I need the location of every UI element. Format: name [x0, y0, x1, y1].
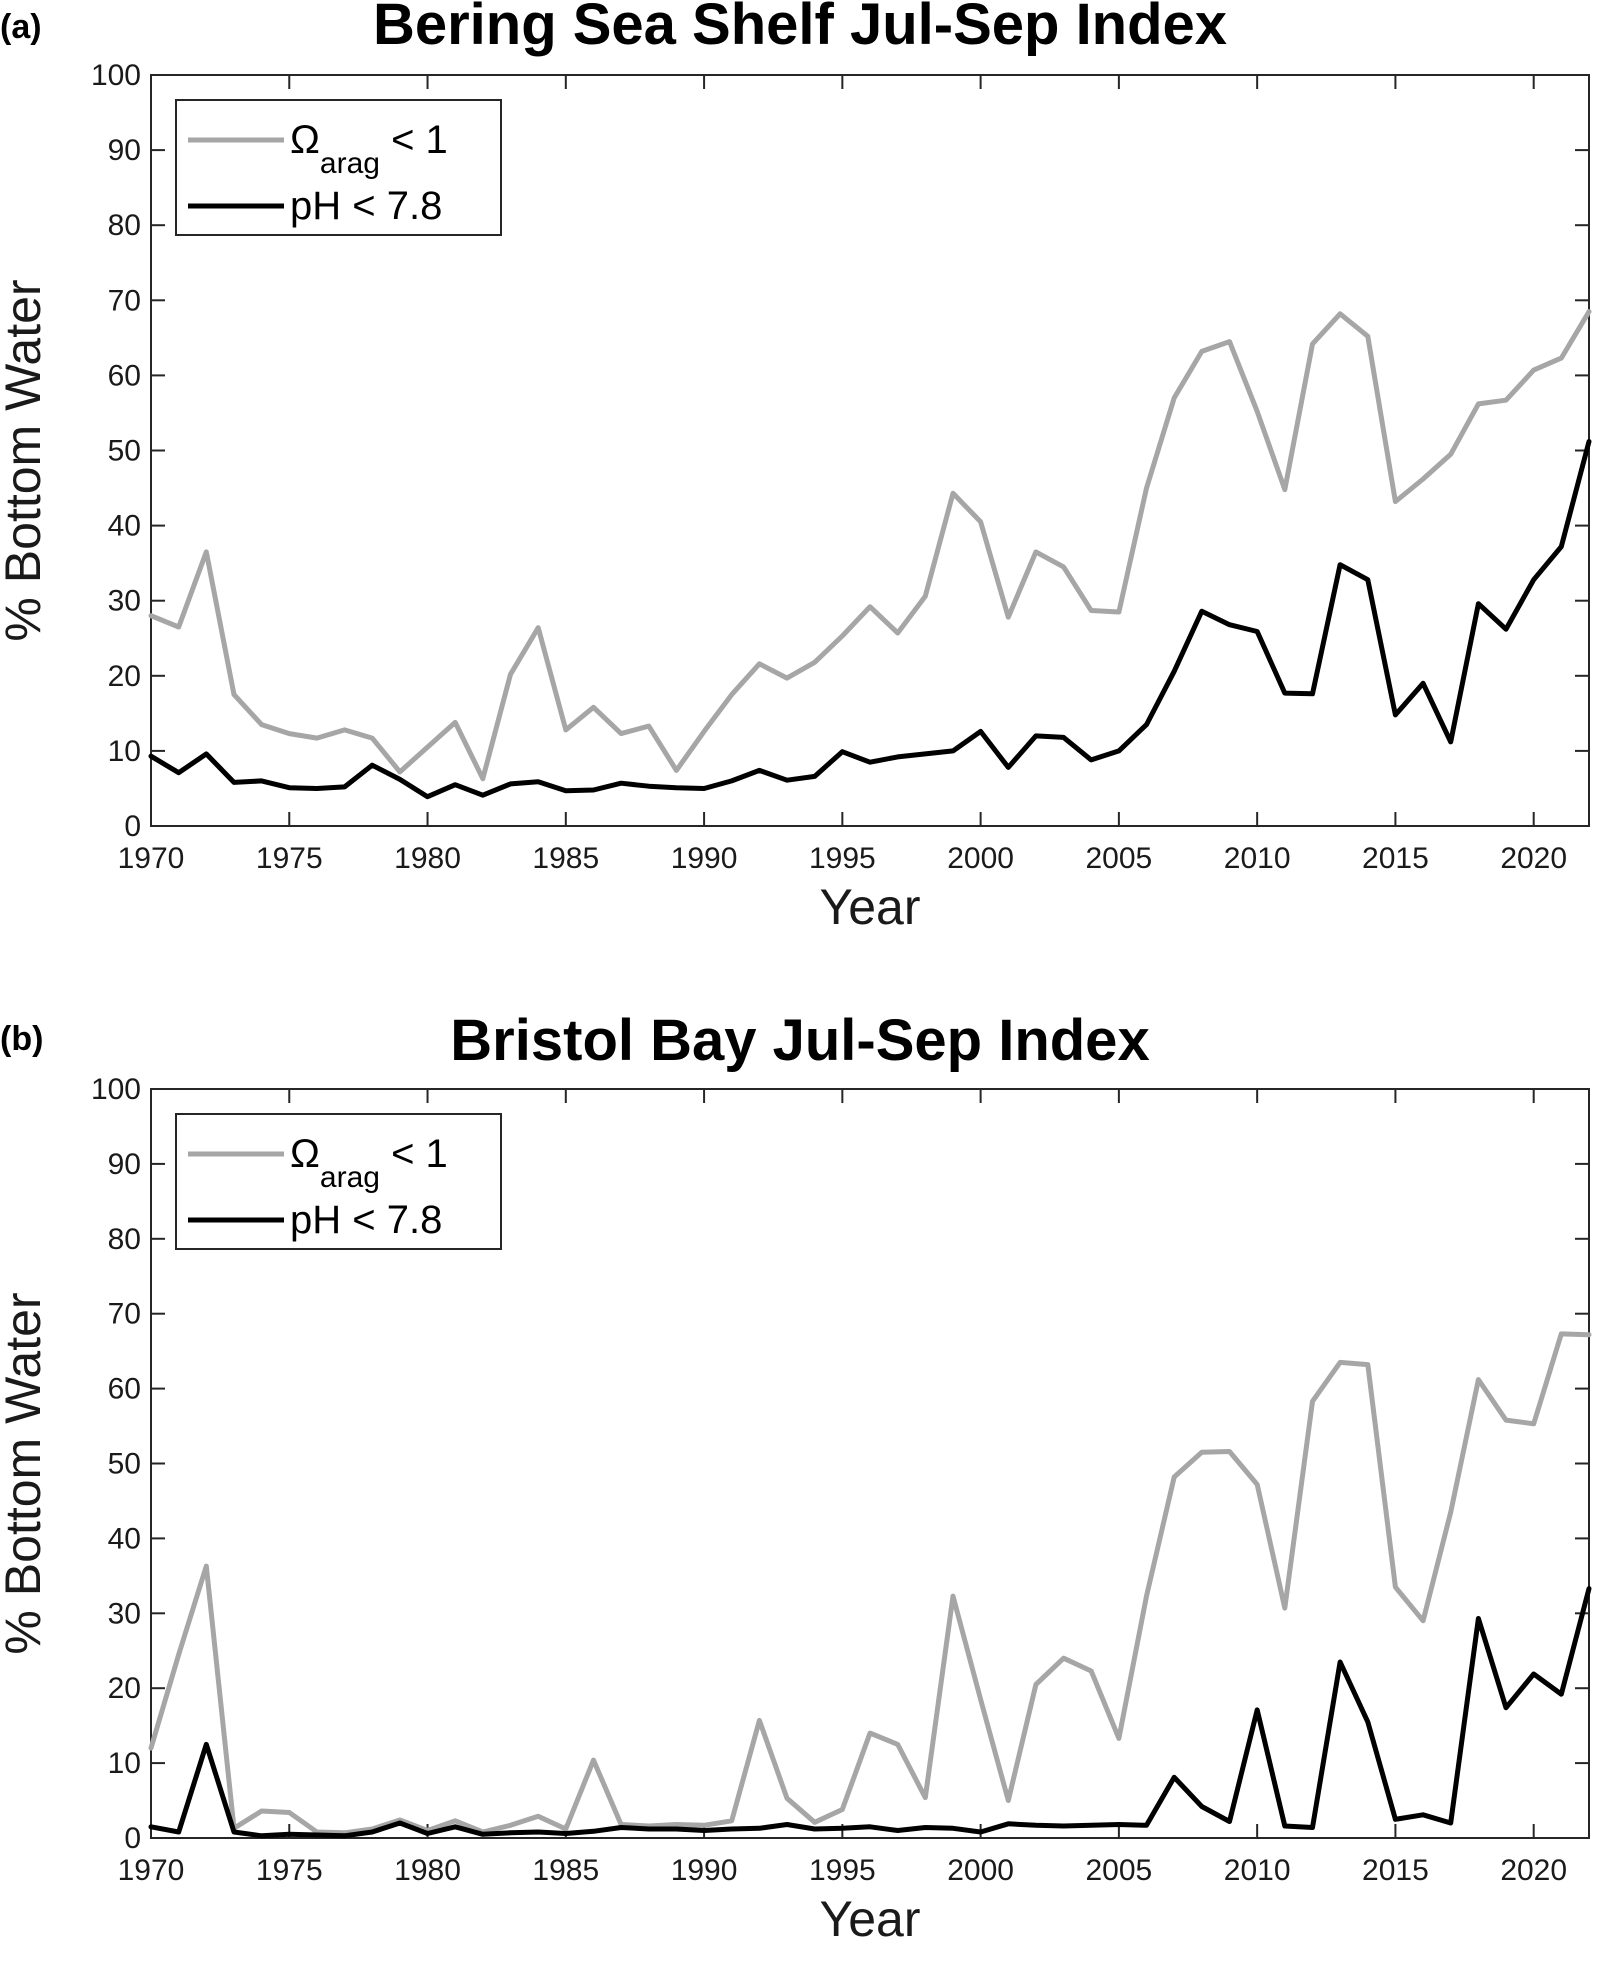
- chart-panel-a: (a) Bering Sea Shelf Jul-Sep Index 0 10 20 30…: [0, 0, 1592, 935]
- x-tick-label: 1995: [809, 842, 876, 875]
- legend-subscript: arag: [320, 147, 380, 180]
- y-tick-label: 30: [108, 1597, 141, 1630]
- x-tick-label: 1985: [532, 842, 599, 875]
- y-tick-label: 0: [124, 810, 141, 843]
- legend-box: [175, 1113, 502, 1250]
- x-tick-label: 2005: [1086, 1854, 1153, 1887]
- x-tick-label: 2015: [1362, 1854, 1429, 1887]
- panel-label: (b): [0, 1020, 43, 1058]
- y-tick-label: 100: [91, 59, 141, 92]
- y-tick-label: 80: [108, 209, 141, 242]
- x-tick-label: 1975: [256, 842, 323, 875]
- x-tick-label: 1980: [394, 842, 461, 875]
- series-line-omega-arag: [148, 309, 1592, 782]
- x-tick-label: 1970: [118, 1854, 185, 1887]
- legend-entry-label: pH < 7.8: [290, 1198, 442, 1242]
- x-tick-label: 1990: [671, 1854, 738, 1887]
- legend: Ωarag < 1pH < 7.8: [175, 99, 502, 236]
- x-tick-label: 1995: [809, 1854, 876, 1887]
- x-tick-label: 2000: [947, 1854, 1014, 1887]
- x-tick-label: 2005: [1086, 842, 1153, 875]
- legend-entry-label: pH < 7.8: [290, 184, 442, 228]
- x-tick-label: 1975: [256, 1854, 323, 1887]
- legend-entry-label: Ωarag < 1: [290, 118, 448, 180]
- y-tick-label: 60: [108, 1373, 141, 1406]
- chart-title: Bristol Bay Jul-Sep Index: [450, 1008, 1149, 1073]
- x-tick-label: 1985: [532, 1854, 599, 1887]
- series-line-omega-arag: [148, 1331, 1592, 1836]
- y-tick-label: 10: [108, 1747, 141, 1780]
- y-tick-label: 50: [108, 435, 141, 468]
- legend: Ωarag < 1pH < 7.8: [175, 1113, 502, 1250]
- y-axis-label: % Bottom Water: [0, 1292, 51, 1654]
- x-tick-label: 2015: [1362, 842, 1429, 875]
- chart-panel-b: (b) Bristol Bay Jul-Sep Index 0 10 20 30 40 50 6…: [0, 1008, 1592, 1947]
- chart-title: Bering Sea Shelf Jul-Sep Index: [373, 0, 1227, 57]
- y-tick-label: 10: [108, 735, 141, 768]
- x-tick-label: 2000: [947, 842, 1014, 875]
- y-tick-label: 20: [108, 660, 141, 693]
- legend-tail: < 1: [380, 118, 448, 162]
- y-tick-label: 60: [108, 359, 141, 392]
- y-tick-label: 30: [108, 585, 141, 618]
- panel-label: (a): [0, 8, 42, 46]
- x-axis-label: Year: [819, 1891, 920, 1947]
- legend-entry-label: Ωarag < 1: [290, 1132, 448, 1194]
- series-line-ph: [148, 1586, 1592, 1839]
- x-tick-label: 2010: [1224, 842, 1291, 875]
- y-tick-label: 40: [108, 1522, 141, 1555]
- y-tick-label: 90: [108, 134, 141, 167]
- x-tick-label: 1970: [118, 842, 185, 875]
- legend-box: [175, 99, 502, 236]
- y-tick-label: 100: [91, 1073, 141, 1106]
- legend-omega: Ω: [290, 1132, 320, 1176]
- legend-subscript: arag: [320, 1161, 380, 1194]
- x-tick-label: 2020: [1500, 842, 1567, 875]
- x-tick-label: 2020: [1500, 1854, 1567, 1887]
- x-tick-label: 1980: [394, 1854, 461, 1887]
- y-axis-label: % Bottom Water: [0, 279, 51, 641]
- series-line-ph: [148, 439, 1592, 800]
- x-tick-label: 1990: [671, 842, 738, 875]
- x-tick-label: 2010: [1224, 1854, 1291, 1887]
- y-tick-label: 0: [124, 1822, 141, 1855]
- legend-tail: < 1: [380, 1132, 448, 1176]
- y-tick-label: 90: [108, 1148, 141, 1181]
- y-tick-label: 80: [108, 1223, 141, 1256]
- y-tick-label: 70: [108, 284, 141, 317]
- y-tick-label: 70: [108, 1298, 141, 1331]
- legend-omega: Ω: [290, 118, 320, 162]
- y-tick-label: 40: [108, 510, 141, 543]
- y-tick-label: 20: [108, 1672, 141, 1705]
- y-tick-label: 50: [108, 1448, 141, 1481]
- x-axis-label: Year: [819, 879, 920, 935]
